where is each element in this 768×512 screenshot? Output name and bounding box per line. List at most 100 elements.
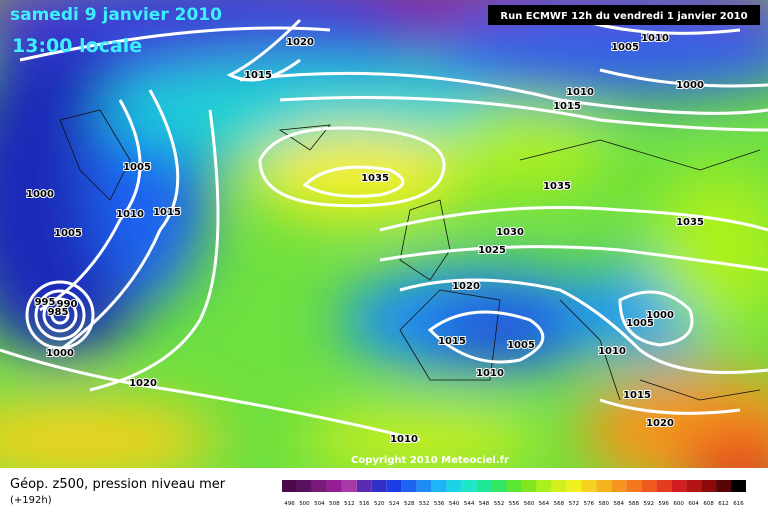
scale-label: 528 — [404, 501, 415, 507]
isobar-label: 1015 — [438, 336, 466, 347]
scale-swatch — [716, 480, 732, 492]
scale-swatch — [386, 480, 402, 492]
scale-swatch — [701, 480, 717, 492]
scale-label: 516 — [359, 501, 370, 507]
scale-swatch — [596, 480, 612, 492]
isobar-label: 1000 — [646, 310, 674, 321]
isobar-label: 1005 — [507, 340, 535, 351]
scale-label: 552 — [494, 501, 505, 507]
isobar-label: 1015 — [623, 390, 651, 401]
isobar-label: 1000 — [46, 348, 74, 359]
scale-swatch — [506, 480, 522, 492]
scale-label: 568 — [554, 501, 565, 507]
isobar-label: 1010 — [598, 346, 626, 357]
isobar-label: 990 — [57, 299, 78, 310]
scale-label: 500 — [299, 501, 310, 507]
isobar-label: 1005 — [626, 318, 654, 329]
time: 13:00 locale — [12, 35, 142, 57]
scale-swatch — [476, 480, 492, 492]
scale-swatch — [686, 480, 702, 492]
scale-swatch — [401, 480, 417, 492]
scale-label: 536 — [434, 501, 445, 507]
scale-swatch — [626, 480, 642, 492]
scale-swatch — [551, 480, 567, 492]
scale-swatch — [341, 480, 357, 492]
scale-label: 572 — [569, 501, 580, 507]
scale-swatch — [656, 480, 672, 492]
scale-swatch — [446, 480, 462, 492]
scale-swatch — [641, 480, 657, 492]
scale-label: 592 — [643, 501, 654, 507]
scale-swatch — [356, 480, 372, 492]
isobar-label: 1005 — [123, 162, 151, 173]
scale-swatch — [581, 480, 597, 492]
scale-swatch — [461, 480, 477, 492]
scale-label: 564 — [539, 501, 550, 507]
scale-label: 580 — [599, 501, 610, 507]
date: samedi 9 janvier 2010 — [10, 5, 222, 25]
isobar-label: 1010 — [116, 209, 144, 220]
scale-label: 584 — [614, 501, 625, 507]
scale-swatch — [416, 480, 432, 492]
isobar-label: 1010 — [566, 87, 594, 98]
scale-label: 612 — [718, 501, 729, 507]
isobar-label: 1020 — [129, 378, 157, 389]
scale-label: 540 — [449, 501, 460, 507]
isobar-label: 1035 — [676, 217, 704, 228]
isobar-label: 1025 — [478, 245, 506, 256]
scale-label: 512 — [344, 501, 355, 507]
scale-label: 616 — [733, 501, 744, 507]
scale-label: 504 — [314, 501, 325, 507]
isobar-label: 985 — [48, 307, 69, 318]
run-info: Run ECMWF 12h du vendredi 1 janvier 2010 — [500, 11, 747, 22]
isobar-label: 1010 — [476, 368, 504, 379]
scale-swatch — [536, 480, 552, 492]
isobar-label: 1020 — [286, 37, 314, 48]
scale-swatch — [282, 480, 297, 492]
isobar-label: 1010 — [390, 434, 418, 445]
isobar-label: 1015 — [153, 207, 181, 218]
isobar-label: 1030 — [496, 227, 524, 238]
scale-swatch — [371, 480, 387, 492]
scale-swatch — [311, 480, 327, 492]
scale-label: 496 — [284, 501, 295, 507]
scale-label: 596 — [658, 501, 669, 507]
scale-swatch — [296, 480, 312, 492]
isobar-label: 1020 — [646, 418, 674, 429]
scale-swatch — [671, 480, 687, 492]
scale-swatch — [566, 480, 582, 492]
scale-swatch — [431, 480, 447, 492]
scale-swatch — [521, 480, 537, 492]
scale-label: 560 — [524, 501, 535, 507]
scale-label: 548 — [479, 501, 490, 507]
isobar-label: 1035 — [361, 173, 389, 184]
isobar-label: 1005 — [54, 228, 82, 239]
scale-label: 508 — [329, 501, 340, 507]
scale-label: 588 — [628, 501, 639, 507]
scale-label: 524 — [389, 501, 400, 507]
isobar-label: 1000 — [676, 80, 704, 91]
scale-label: 556 — [509, 501, 520, 507]
scale-swatch — [731, 480, 746, 492]
footer-title: Géop. z500, pression niveau mer — [10, 477, 226, 492]
scale-label: 600 — [673, 501, 684, 507]
isobar-label: 1015 — [553, 101, 581, 112]
isobar-label: 995 — [35, 297, 56, 308]
copyright: Copyright 2010 Meteociel.fr — [351, 455, 509, 466]
isobar-label: 1010 — [641, 33, 669, 44]
scale-label: 532 — [419, 501, 430, 507]
isobar-label: 1015 — [244, 70, 272, 81]
scale-label: 604 — [688, 501, 699, 507]
isobar-label: 1005 — [611, 42, 639, 53]
scale-swatch — [611, 480, 627, 492]
scale-swatch — [326, 480, 342, 492]
isobar-label: 1000 — [26, 189, 54, 200]
scale-label: 520 — [374, 501, 385, 507]
scale-label: 608 — [703, 501, 714, 507]
lead-time: (+192h) — [10, 495, 52, 506]
isobar-label: 1020 — [452, 281, 480, 292]
scale-label: 544 — [464, 501, 475, 507]
scale-swatch — [491, 480, 507, 492]
